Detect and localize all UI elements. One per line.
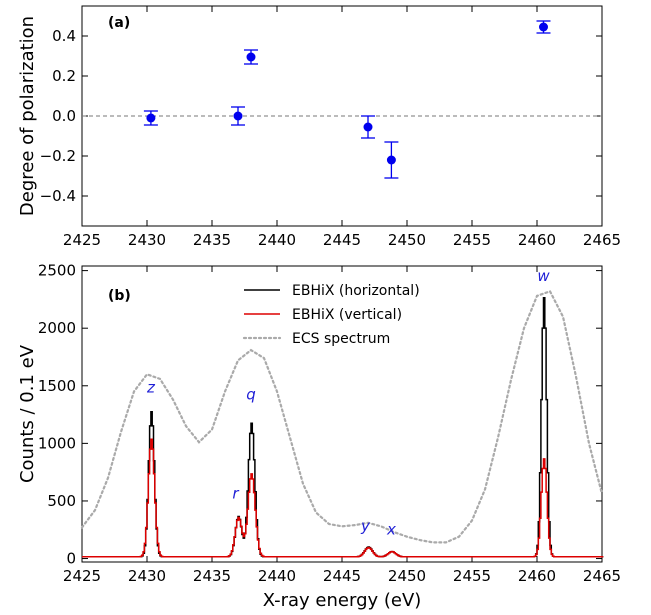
data-point bbox=[386, 155, 396, 165]
x-tick-label: 2450 bbox=[388, 567, 426, 585]
x-tick-label: 2425 bbox=[63, 567, 101, 585]
panel-b-ylabel: Counts / 0.1 eV bbox=[17, 344, 38, 483]
data-point bbox=[146, 113, 156, 123]
panel-b: (b) Counts / 0.1 eV X-ray energy (eV) 24… bbox=[17, 262, 621, 611]
peak-label-x: x bbox=[386, 520, 396, 538]
y-tick-label: −0.4 bbox=[40, 187, 76, 205]
y-tick-label: 2000 bbox=[38, 319, 76, 337]
legend-entry: EBHiX (vertical) bbox=[292, 307, 402, 323]
x-tick-label: 2440 bbox=[258, 567, 296, 585]
x-tick-label: 2445 bbox=[323, 231, 361, 249]
y-tick-label: 500 bbox=[47, 492, 76, 510]
x-tick-label: 2455 bbox=[453, 567, 491, 585]
x-tick-label: 2440 bbox=[258, 231, 296, 249]
y-tick-label: 1500 bbox=[38, 377, 76, 395]
y-tick-label: −0.2 bbox=[40, 147, 76, 165]
x-tick-label: 2450 bbox=[388, 231, 426, 249]
x-tick-label: 2465 bbox=[583, 567, 621, 585]
peak-label-z: z bbox=[146, 379, 156, 397]
panel-b-tag: (b) bbox=[108, 288, 131, 304]
x-tick-label: 2430 bbox=[128, 567, 166, 585]
y-tick-label: 0.0 bbox=[52, 107, 76, 125]
y-tick-label: 0.4 bbox=[52, 27, 76, 45]
series-ecs-spectrum bbox=[80, 289, 604, 544]
x-tick-label: 2430 bbox=[128, 231, 166, 249]
x-tick-label: 2460 bbox=[518, 231, 556, 249]
y-tick-label: 0.2 bbox=[52, 67, 76, 85]
x-tick-label: 2425 bbox=[63, 231, 101, 249]
x-tick-label: 2435 bbox=[193, 567, 231, 585]
legend-entry: ECS spectrum bbox=[292, 331, 390, 347]
legend: EBHiX (horizontal) EBHiX (vertical) ECS sp… bbox=[242, 283, 420, 347]
peak-label-y: y bbox=[360, 517, 371, 535]
data-point bbox=[539, 22, 548, 32]
data-point bbox=[233, 111, 243, 121]
series-ebhix-vertical bbox=[82, 438, 604, 558]
peak-label-r: r bbox=[232, 485, 239, 503]
y-tick-label: 2500 bbox=[38, 262, 76, 280]
x-tick-label: 2445 bbox=[323, 567, 361, 585]
x-tick-label: 2435 bbox=[193, 231, 231, 249]
data-point bbox=[363, 122, 373, 132]
panel-a: (a) Degree of polarization 2425 2430 2435 2… bbox=[17, 5, 621, 249]
panel-a-ylabel: Degree of polarization bbox=[17, 16, 38, 216]
x-tick-label: 2455 bbox=[453, 231, 491, 249]
panel-a-tag: (a) bbox=[108, 15, 130, 31]
data-point bbox=[246, 52, 256, 62]
peak-label-q: q bbox=[246, 386, 256, 404]
panel-b-xlabel: X-ray energy (eV) bbox=[263, 590, 422, 611]
y-tick-label: 1000 bbox=[38, 434, 76, 452]
legend-entry: EBHiX (horizontal) bbox=[292, 283, 420, 299]
peak-label-w: w bbox=[537, 267, 550, 285]
x-tick-label: 2460 bbox=[518, 567, 556, 585]
x-tick-label: 2465 bbox=[583, 231, 621, 249]
y-tick-label: 0 bbox=[66, 550, 76, 568]
